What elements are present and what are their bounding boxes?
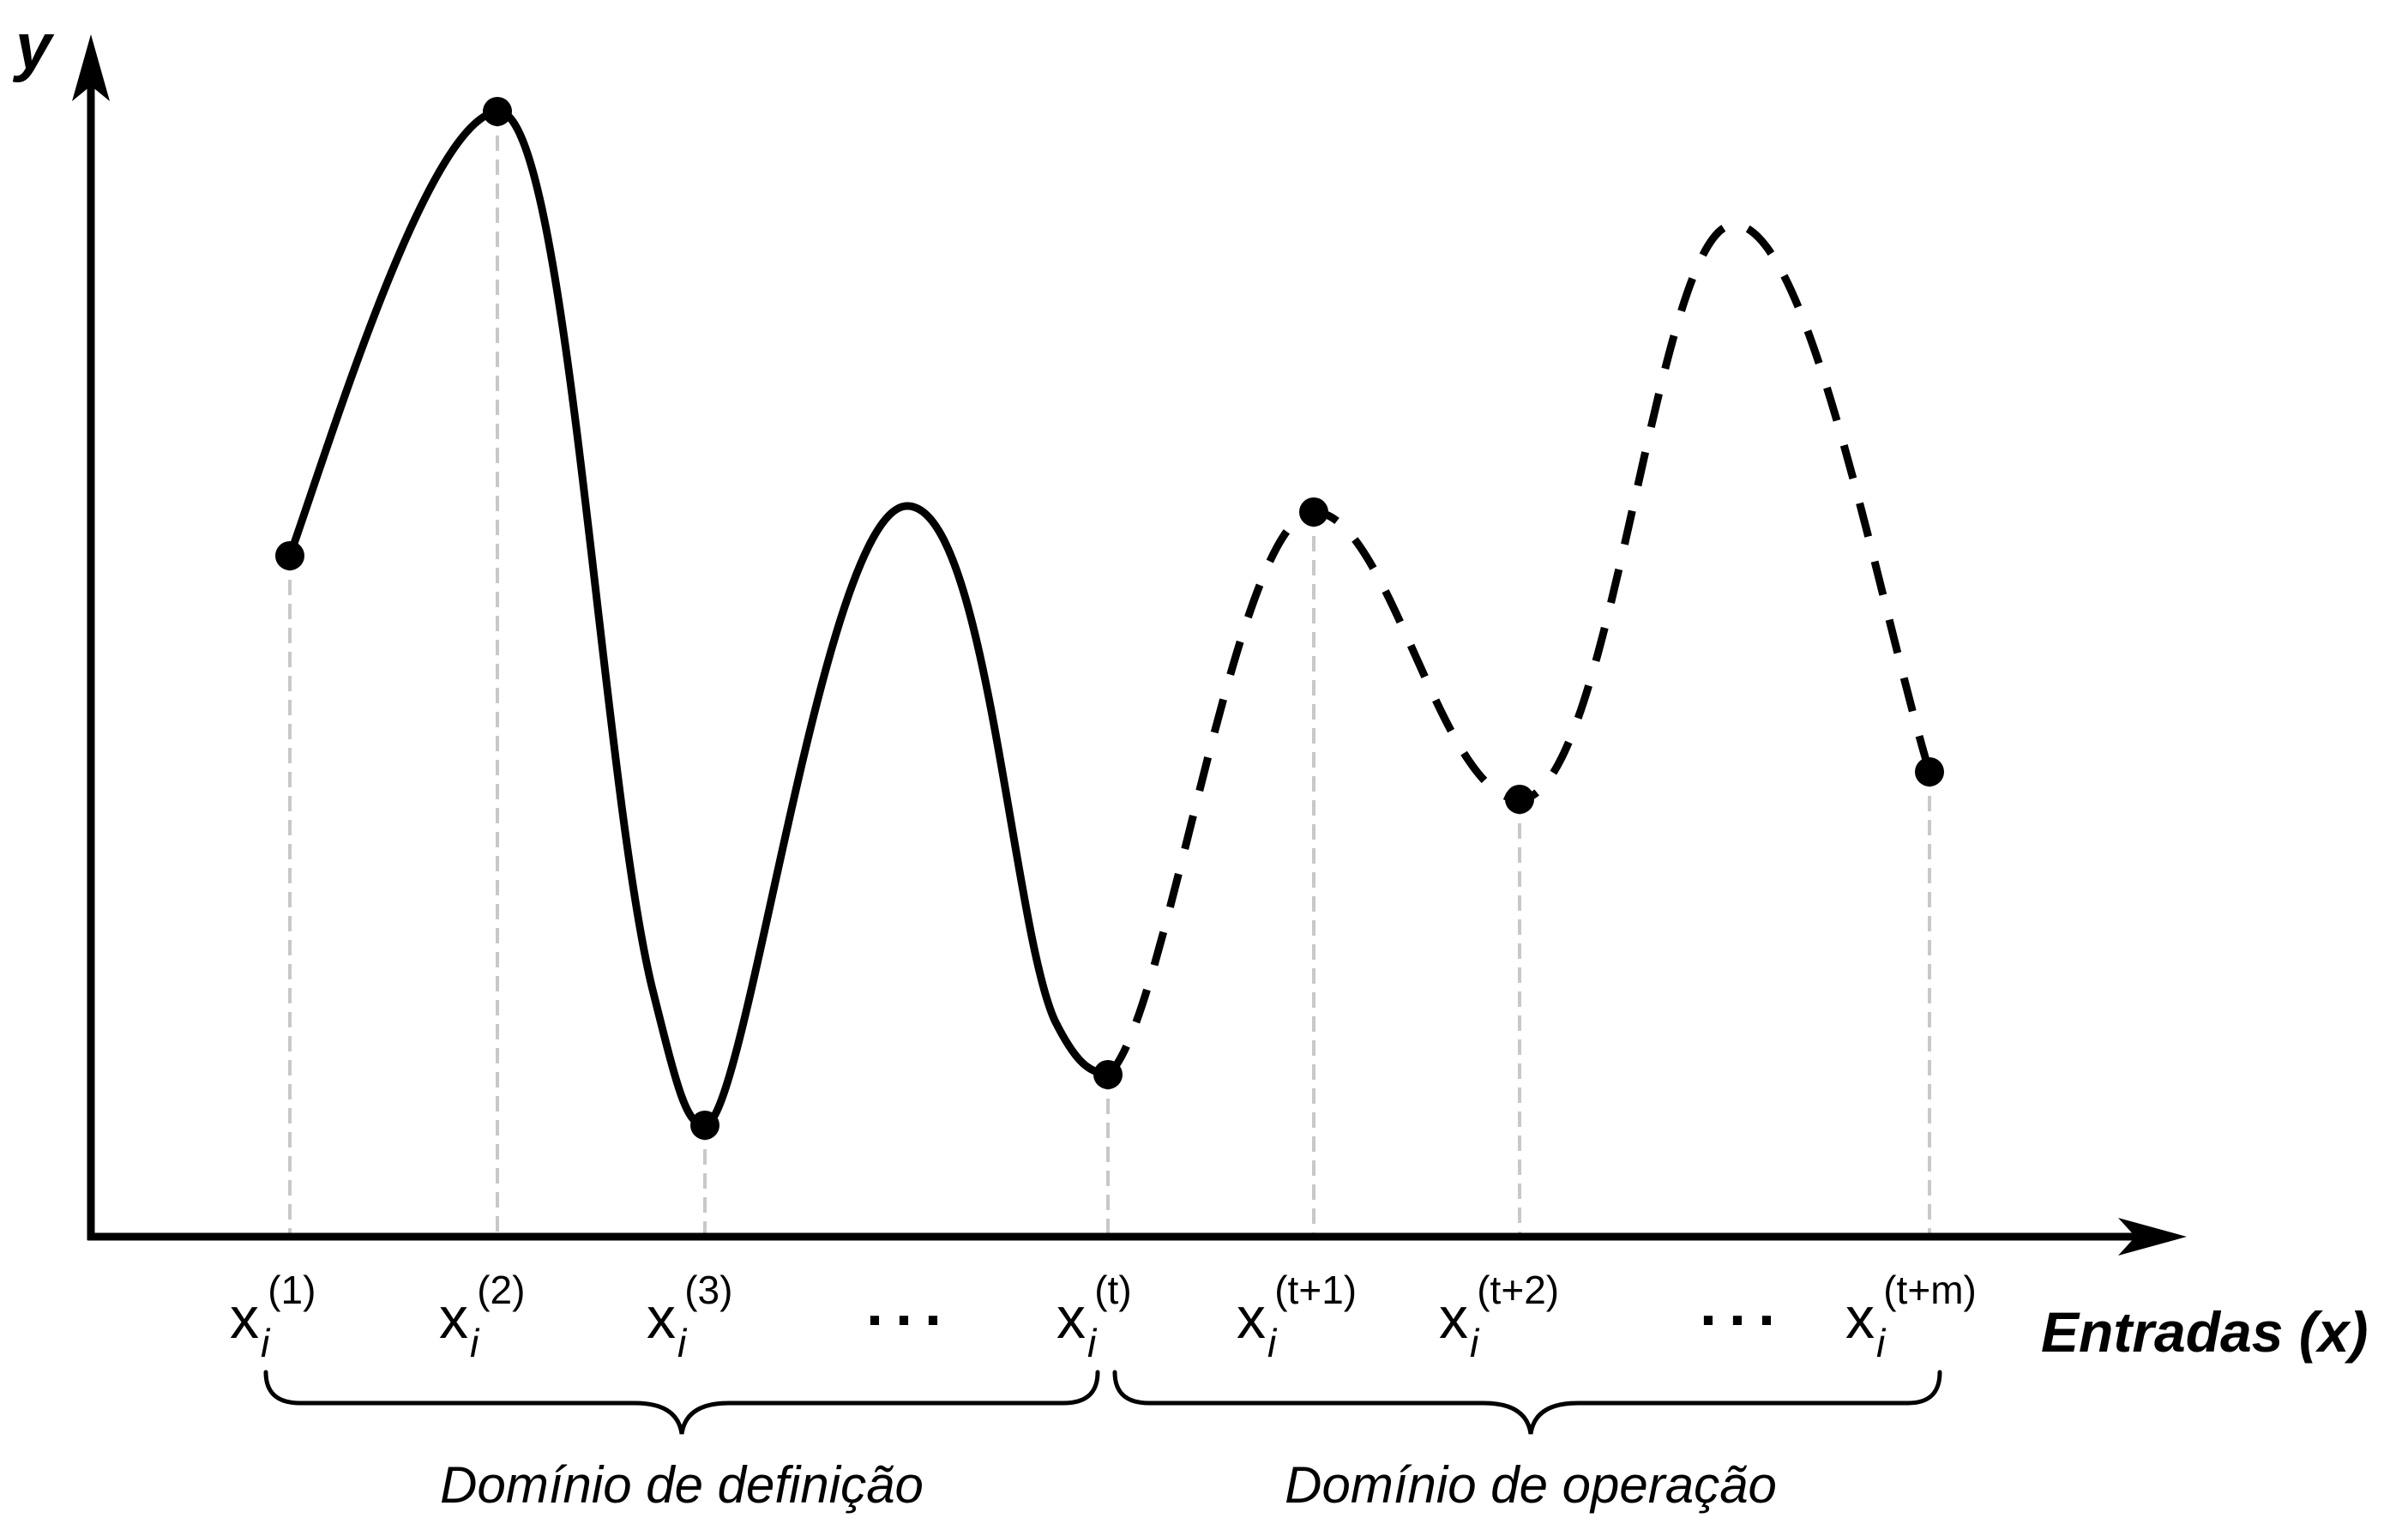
domain-operation-label: Domínio de operação	[1285, 1456, 1777, 1514]
tick-xt: xi(t)	[1057, 1268, 1132, 1365]
point-t1	[1299, 497, 1328, 527]
point-tm	[1915, 757, 1944, 786]
brace-definition	[263, 1370, 1100, 1435]
tick-ellipsis-2: ...	[1700, 1270, 1787, 1339]
point-t	[1093, 1060, 1123, 1089]
x-axis-label: Entradas (x)	[2041, 1300, 2368, 1364]
y-axis-label: y	[12, 10, 55, 83]
tick-labels: xi(1) xi(2) xi(3) ... xi(t) xi(t+1) xi(t…	[230, 1268, 1977, 1365]
guide-lines	[288, 111, 1931, 1235]
tick-x3: xi(3)	[647, 1268, 732, 1365]
tick-xtm: xi(t+m)	[1845, 1268, 1977, 1365]
domain-definition-label: Domínio de definição	[440, 1456, 924, 1514]
definition-curve	[286, 107, 1112, 1129]
tick-xt1: xi(t+1)	[1237, 1268, 1357, 1365]
y-axis-arrowhead	[72, 34, 110, 101]
axes	[87, 60, 2152, 1241]
point-t2	[1505, 785, 1534, 814]
brace-operation	[1112, 1370, 1942, 1435]
x-axis-arrowhead	[2118, 1218, 2187, 1256]
tick-ellipsis-1: ...	[866, 1270, 954, 1339]
tick-x1: xi(1)	[230, 1268, 316, 1365]
point-1	[275, 541, 304, 570]
braces	[263, 1370, 1942, 1435]
data-points	[275, 97, 1944, 1140]
point-2	[483, 97, 512, 126]
point-3	[690, 1111, 719, 1140]
operation-curve	[1105, 220, 1934, 1078]
tick-x2: xi(2)	[439, 1268, 525, 1365]
tick-xt2: xi(t+2)	[1439, 1268, 1559, 1365]
